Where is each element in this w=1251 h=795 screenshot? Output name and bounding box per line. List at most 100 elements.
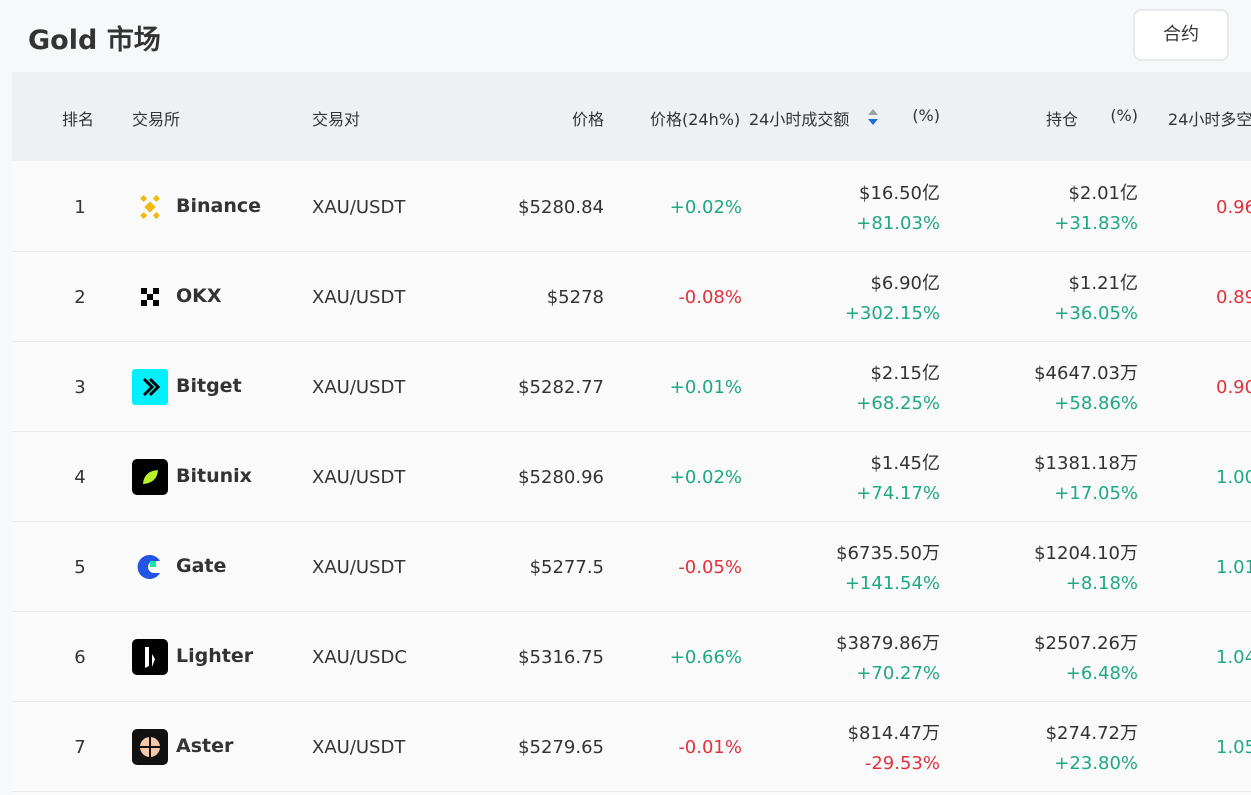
open-interest-change: +58.86% xyxy=(1054,393,1138,414)
exchange-icon xyxy=(132,369,168,405)
exchange-name: Binance xyxy=(176,195,262,217)
volume-change: +81.03% xyxy=(856,213,940,234)
rank: 2 xyxy=(74,287,86,308)
volume: $1.45亿 xyxy=(870,453,940,474)
sort-icon[interactable] xyxy=(866,107,880,127)
row-divider xyxy=(12,701,1251,702)
column-header: 持仓 xyxy=(1045,110,1078,129)
sort-icon xyxy=(866,107,880,131)
exchange-name: Gate xyxy=(176,555,227,577)
long-short-ratio: 1.05 xyxy=(1216,737,1251,758)
exchange-icon xyxy=(132,189,168,225)
row-divider xyxy=(12,341,1251,342)
open-interest: $4647.03万 xyxy=(1034,363,1138,384)
long-short-ratio: 0.96 xyxy=(1216,197,1251,218)
exchange-name: OKX xyxy=(176,285,222,307)
price-change: +0.66% xyxy=(669,647,742,668)
column-header: (%) xyxy=(1110,106,1138,125)
pair: XAU/USDC xyxy=(312,647,407,668)
market-table: 排名 交易所 交易对 价格 价格(24h%) 24小时成交额 (%) 持仓 (%) 24小时多空 1… xyxy=(12,72,1251,795)
open-interest-change: +6.48% xyxy=(1065,663,1138,684)
pair: XAU/USDT xyxy=(312,737,406,758)
title: Gold 市场 xyxy=(28,25,161,56)
price-change: +0.01% xyxy=(669,377,742,398)
long-short-ratio: 1.04 xyxy=(1216,647,1251,668)
rank: 7 xyxy=(74,737,86,758)
pair: XAU/USDT xyxy=(312,287,406,308)
row-divider xyxy=(12,521,1251,522)
volume: $2.15亿 xyxy=(870,363,940,384)
row-divider xyxy=(12,611,1251,612)
column-header: 交易对 xyxy=(312,110,361,129)
pair: XAU/USDT xyxy=(312,377,406,398)
price: $5279.65 xyxy=(518,737,604,758)
open-interest: $1.21亿 xyxy=(1068,273,1138,294)
rank: 6 xyxy=(74,647,86,668)
exchange-name: Bitunix xyxy=(176,465,252,487)
price: $5278 xyxy=(546,287,604,308)
pair: XAU/USDT xyxy=(312,197,406,218)
column-header: 价格 xyxy=(571,110,604,129)
price-change: -0.01% xyxy=(678,737,742,758)
price-change: -0.05% xyxy=(678,557,742,578)
column-header: 排名 xyxy=(62,110,95,129)
open-interest: $2507.26万 xyxy=(1034,633,1138,654)
open-interest: $274.72万 xyxy=(1045,723,1138,744)
exchange-icon xyxy=(132,459,168,495)
open-interest-change: +8.18% xyxy=(1065,573,1138,594)
volume-change: +74.17% xyxy=(856,483,940,504)
open-interest-change: +23.80% xyxy=(1054,753,1138,774)
pair: XAU/USDT xyxy=(312,557,406,578)
contract-button[interactable]: 合约 xyxy=(1133,9,1229,61)
row-divider xyxy=(12,791,1251,792)
open-interest-change: +17.05% xyxy=(1054,483,1138,504)
long-short-ratio: 0.89 xyxy=(1216,287,1251,308)
price: $5316.75 xyxy=(518,647,604,668)
row-divider xyxy=(12,431,1251,432)
exchange-name: Lighter xyxy=(176,645,254,667)
column-header: 24小时多空 xyxy=(1168,110,1251,129)
column-header: 24小时成交额 xyxy=(749,110,850,129)
rank: 3 xyxy=(74,377,86,398)
price: $5280.84 xyxy=(518,197,604,218)
price: $5280.96 xyxy=(518,467,604,488)
open-interest: $2.01亿 xyxy=(1068,183,1138,204)
exchange-icon xyxy=(132,549,168,585)
volume: $3879.86万 xyxy=(836,633,940,654)
open-interest-change: +36.05% xyxy=(1054,303,1138,324)
column-header: 交易所 xyxy=(132,110,181,129)
price: $5282.77 xyxy=(518,377,604,398)
volume: $6735.50万 xyxy=(836,543,940,564)
price-change: +0.02% xyxy=(669,197,742,218)
volume-change: -29.53% xyxy=(864,753,940,774)
price-change: -0.08% xyxy=(678,287,742,308)
long-short-ratio: 0.90 xyxy=(1216,377,1251,398)
open-interest-change: +31.83% xyxy=(1054,213,1138,234)
volume-change: +141.54% xyxy=(844,573,940,594)
long-short-ratio: 1.00 xyxy=(1216,467,1251,488)
volume-change: +302.15% xyxy=(844,303,940,324)
rank: 5 xyxy=(74,557,86,578)
exchange-name: Bitget xyxy=(176,375,242,397)
rank: 4 xyxy=(74,467,86,488)
rank: 1 xyxy=(74,197,86,218)
volume-change: +68.25% xyxy=(856,393,940,414)
volume: $6.90亿 xyxy=(870,273,940,294)
exchange-name: Aster xyxy=(176,735,234,757)
open-interest: $1381.18万 xyxy=(1034,453,1138,474)
exchange-icon xyxy=(132,729,168,765)
open-interest: $1204.10万 xyxy=(1034,543,1138,564)
volume: $814.47万 xyxy=(847,723,940,744)
price-change: +0.02% xyxy=(669,467,742,488)
exchange-icon xyxy=(132,279,168,315)
row-divider xyxy=(12,251,1251,252)
column-header: (%) xyxy=(912,106,940,125)
volume: $16.50亿 xyxy=(859,183,940,204)
table-header xyxy=(12,72,1251,161)
long-short-ratio: 1.01 xyxy=(1216,557,1251,578)
exchange-icon xyxy=(132,639,168,675)
pair: XAU/USDT xyxy=(312,467,406,488)
column-header: 价格(24h%) xyxy=(650,110,741,129)
price: $5277.5 xyxy=(529,557,604,578)
